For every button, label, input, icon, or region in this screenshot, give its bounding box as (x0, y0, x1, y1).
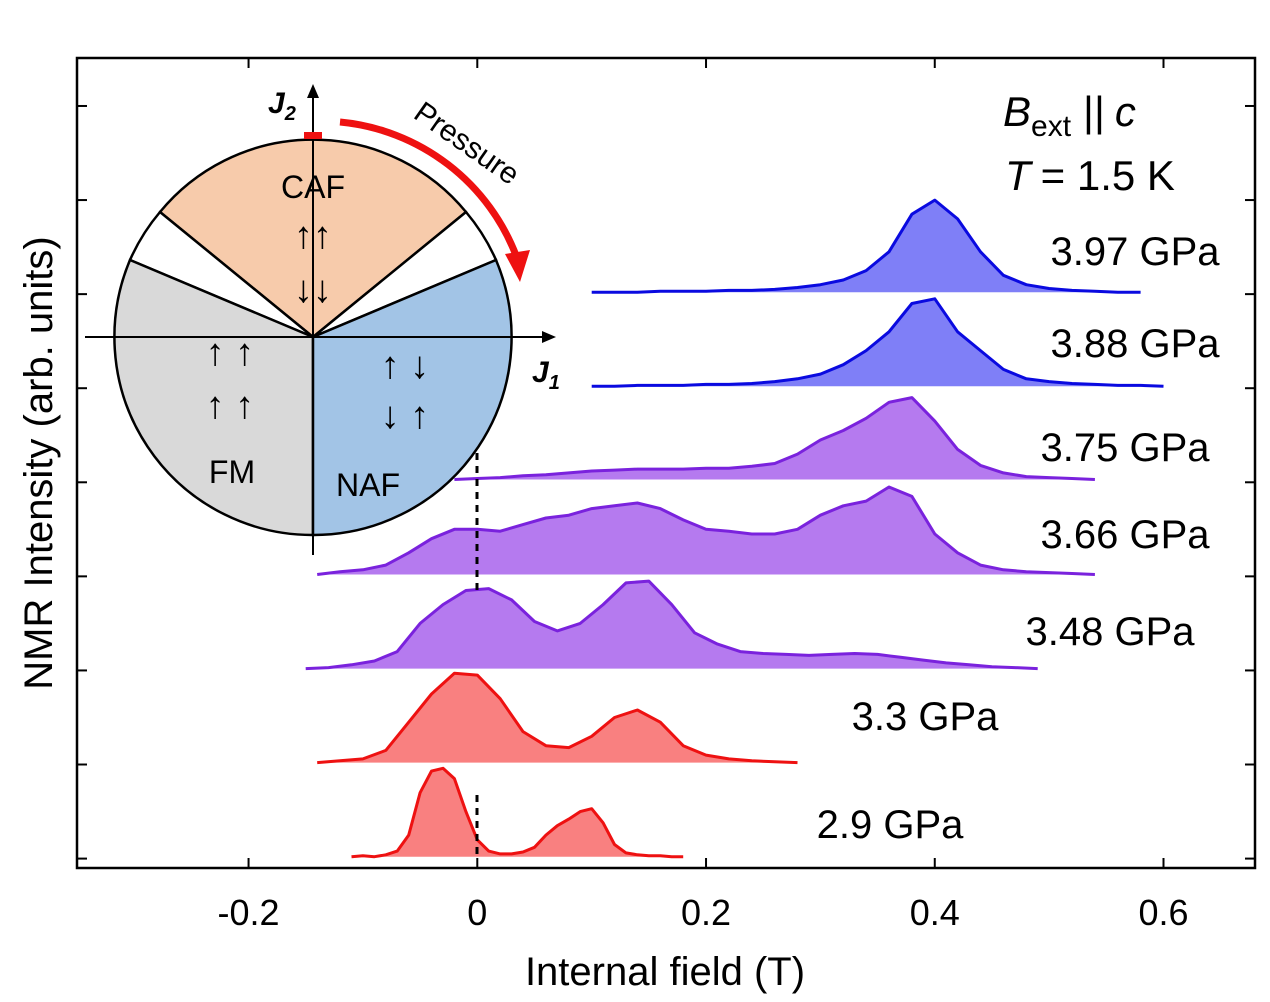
spin-arrows: ↑ ↑ (206, 385, 255, 427)
annotation-ext: ext (1031, 110, 1072, 143)
j1-sub: 1 (549, 372, 560, 394)
caf-label: CAF (281, 169, 345, 205)
arrowhead (307, 84, 319, 98)
spin-arrows: ↑ ↑ (206, 332, 255, 374)
series-label: 3.3 GPa (852, 695, 1000, 739)
y-axis-label: NMR Intensity (arb. units) (17, 236, 61, 689)
x-tick-label: 0.6 (1138, 892, 1188, 933)
spin-arrows: ↑ ↓ (381, 345, 430, 387)
series-label: 3.88 GPa (1050, 322, 1220, 366)
spectrum-line (305, 579, 1038, 671)
spectrum-area (305, 581, 1038, 669)
plot-frame (75, 56, 1257, 870)
annotation-b: B (1003, 88, 1031, 135)
spectrum-area (317, 673, 798, 763)
spectrum-line (317, 671, 798, 765)
arrowhead (505, 250, 530, 282)
annotation-parallel: || (1083, 88, 1105, 135)
series-label: 3.48 GPa (1025, 610, 1195, 654)
spectrum-line (591, 198, 1141, 294)
series-label: 3.66 GPa (1040, 513, 1210, 557)
spectrum-line (591, 297, 1164, 388)
series-label: 3.97 GPa (1050, 230, 1220, 274)
series-label: 3.75 GPa (1040, 426, 1210, 470)
x-tick-label: 0.2 (681, 892, 731, 933)
marker (304, 132, 322, 139)
j2-sub: 2 (284, 103, 296, 125)
fm-label: FM (209, 454, 255, 490)
spectrum-line (454, 396, 1095, 481)
field-annotation: Bext || c (1003, 88, 1136, 143)
x-tick-label: 0 (467, 892, 487, 933)
fm-sector (113, 258, 315, 537)
spectrum-area (591, 200, 1141, 293)
spin-arrows: ↓↓ (294, 269, 332, 311)
spectrum-line (351, 766, 684, 859)
x-axis-label: Internal field (T) (525, 950, 805, 994)
j1-label: J1 (532, 356, 560, 394)
phase-diagram: Pressure J2 J1 CAF ↑↑ ↓↓ ↑ ↑ ↑ ↑ FM ↑ ↓ … (85, 84, 560, 555)
j1: J (532, 356, 550, 389)
pressure-arrow (339, 118, 521, 260)
plot-area (305, 198, 1164, 859)
x-tick-label: -0.2 (218, 892, 280, 933)
j2-label: J2 (268, 87, 296, 125)
spectrum-area (351, 768, 684, 857)
j2: J (268, 87, 286, 120)
annotation-temp: = 1.5 K (1041, 152, 1175, 199)
naf-sector (311, 258, 513, 537)
spectrum-area (454, 397, 1095, 480)
x-tick-label: 0.4 (910, 892, 960, 933)
series-label: 2.9 GPa (817, 803, 965, 847)
naf-label: NAF (336, 467, 400, 503)
annotation-t: T (1005, 152, 1034, 199)
annotation-c: c (1115, 88, 1136, 135)
spin-arrows: ↑↑ (294, 215, 332, 257)
spin-arrows: ↓ ↑ (381, 395, 430, 437)
spectrum-line (317, 485, 1095, 576)
arrowhead (542, 331, 556, 343)
temp-annotation: T = 1.5 K (1005, 152, 1175, 199)
